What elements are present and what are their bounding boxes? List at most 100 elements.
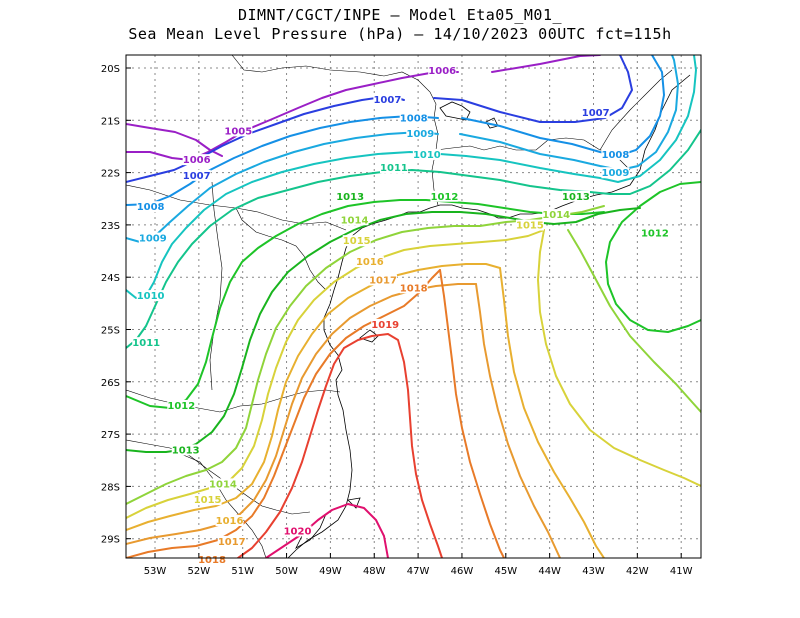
- isobar-layer: [126, 55, 701, 558]
- isobar-label-1010: 1010: [413, 150, 441, 161]
- lon-tick-label: 43W: [582, 566, 605, 577]
- isobar-1019: [237, 333, 443, 558]
- isobar-label-bg: [198, 554, 227, 566]
- isobar-1007: [126, 95, 405, 183]
- isobar-label-1007: 1007: [582, 108, 610, 119]
- isobar-label-bg: [581, 107, 610, 119]
- isobar-label-1020: 1020: [284, 526, 312, 537]
- isobar-label-1012: 1012: [641, 228, 669, 239]
- isobar-label-bg: [182, 154, 211, 166]
- isobar-label-1011: 1011: [380, 163, 408, 174]
- lat-tick-label: 28S: [101, 482, 120, 493]
- isobar-label-1014: 1014: [209, 479, 237, 490]
- isobar-label-1016: 1016: [216, 516, 244, 527]
- isobar-1012: [126, 199, 605, 409]
- lon-tick-label: 44W: [538, 566, 561, 577]
- isobar-1012: [605, 181, 701, 333]
- isobar-label-bg: [371, 318, 400, 330]
- isobar-label-bg: [340, 214, 369, 226]
- isobar-label-bg: [428, 65, 457, 77]
- coast-detail: [439, 101, 471, 121]
- isobar-label-1008: 1008: [400, 113, 428, 124]
- isobar-label-bg: [171, 444, 200, 456]
- isobar-label-1008: 1008: [137, 202, 165, 213]
- isobar-label-bg: [215, 515, 244, 527]
- lon-tick-label: 47W: [407, 566, 430, 577]
- isobar-label-1012: 1012: [167, 401, 195, 412]
- chart-title-line1: DIMNT/CGCT/INPE – Model Eta05_M01_: [237, 6, 563, 24]
- lon-tick-label: 41W: [670, 566, 693, 577]
- isobar-label-1016: 1016: [356, 257, 384, 268]
- isobar-label-1014: 1014: [341, 215, 369, 226]
- state-border: [126, 389, 341, 413]
- isobar-label-1009: 1009: [139, 234, 167, 245]
- isobar-1017: [475, 283, 561, 558]
- isobar-label-bg: [430, 190, 459, 202]
- isobar-label-bg: [283, 525, 312, 537]
- lat-tick-label: 20S: [101, 64, 120, 75]
- isobar-1014: [126, 205, 605, 505]
- isobar-label-bg: [336, 190, 365, 202]
- lat-tick-label: 24S: [101, 273, 120, 284]
- isobar-1015: [126, 229, 545, 519]
- isobar-label-bg: [136, 201, 165, 213]
- lon-tick-label: 50W: [275, 566, 298, 577]
- lon-tick-label: 42W: [626, 566, 649, 577]
- isobar-label-1008: 1008: [602, 150, 630, 161]
- lat-tick-label: 25S: [101, 326, 120, 337]
- isobar-label-1015: 1015: [194, 495, 222, 506]
- isobar-label-bg: [399, 282, 428, 294]
- isobar-label-1019: 1019: [371, 320, 399, 331]
- isobar-1015: [537, 229, 701, 487]
- isobar-label-1018: 1018: [400, 283, 428, 294]
- isobar-1014: [567, 229, 701, 413]
- lon-tick-label: 49W: [319, 566, 342, 577]
- isobar-label-1015: 1015: [516, 221, 544, 232]
- isobar-label-bg: [412, 148, 441, 160]
- country-border: [209, 181, 223, 391]
- isobar-1010: [126, 151, 467, 299]
- lat-tick-label: 22S: [101, 169, 120, 180]
- isobar-1007: [433, 55, 633, 123]
- isobar-label-bg: [640, 227, 669, 239]
- isobar-label-bg: [601, 167, 630, 179]
- isobar-label-1010: 1010: [137, 291, 165, 302]
- isobar-1020: [265, 503, 389, 558]
- isobar-1016: [499, 267, 605, 558]
- isobar-label-1014: 1014: [542, 210, 570, 221]
- isobar-label-1015: 1015: [343, 236, 371, 247]
- isobar-label-1009: 1009: [406, 129, 434, 140]
- isobar-label-1005: 1005: [224, 126, 252, 137]
- state-border: [235, 207, 327, 291]
- isobar-label-bg: [217, 535, 246, 547]
- lon-tick-label: 51W: [231, 566, 254, 577]
- isobar-label-bg: [399, 112, 428, 124]
- isobar-label-bg: [182, 169, 211, 181]
- isobar-label-1009: 1009: [602, 168, 630, 179]
- lat-tick-label: 29S: [101, 535, 120, 546]
- isobar-label-bg: [515, 219, 544, 231]
- axis-tick-labels: 53W 52W 51W 50W 49W 48W 47W 46W 45W 44W 43W 42W 41W 2…: [101, 64, 693, 577]
- isobar-label-1007: 1007: [373, 95, 401, 106]
- isobar-1016: [126, 263, 501, 531]
- isobar-label-bg: [136, 290, 165, 302]
- coastline: [287, 74, 691, 558]
- isobar-label-1012: 1012: [430, 192, 458, 203]
- isobar-label-bg: [167, 399, 196, 411]
- isobar-label-bg: [138, 232, 167, 244]
- isobar-label-1018: 1018: [198, 555, 226, 566]
- isobar-label-bg: [373, 93, 402, 105]
- isobar-1010: [465, 55, 697, 183]
- lat-tick-label: 27S: [101, 430, 120, 441]
- chart-title-line2: Sea Mean Level Pressure (hPa) – 14/10/20…: [128, 25, 672, 43]
- lon-tick-label: 52W: [188, 566, 211, 577]
- isobar-label-1013: 1013: [336, 192, 364, 203]
- isobar-label-1011: 1011: [132, 338, 160, 349]
- isobar-1009: [126, 131, 439, 243]
- lat-tick-label: 21S: [101, 116, 120, 127]
- isobar-label-bg: [379, 161, 408, 173]
- isobar-label-bg: [542, 209, 571, 221]
- isobar-label-bg: [224, 125, 253, 137]
- isobar-label-1006: 1006: [183, 155, 211, 166]
